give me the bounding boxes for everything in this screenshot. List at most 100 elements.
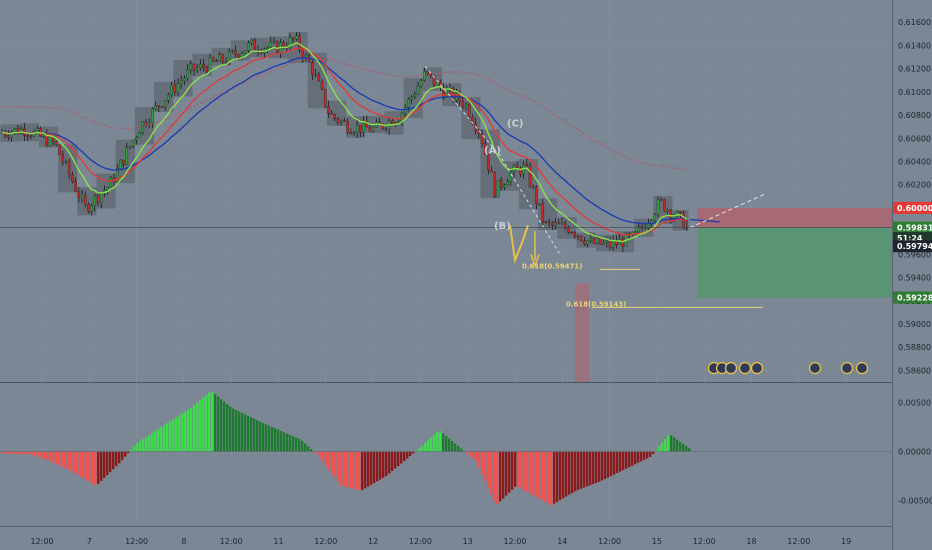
- osc-bar: [517, 451, 520, 487]
- time-axis[interactable]: 12:00 7 12:00 8 12:00 11 12:00 12 12:00 13 12:00 14…: [30, 537, 851, 546]
- osc-bar: [475, 451, 478, 462]
- osc-bar: [346, 451, 349, 488]
- candle-body: [202, 63, 205, 68]
- price-axis[interactable]: 0.61600 0.61400 0.61200 0.61000 0.60800 0.606…: [893, 18, 932, 375]
- osc-bar: [382, 451, 385, 478]
- candle-body: [131, 139, 135, 147]
- osc-bar: [394, 451, 397, 469]
- osc-bar: [280, 430, 283, 452]
- price-badge: [893, 240, 932, 253]
- candle-body: [55, 141, 58, 146]
- osc-bar: [109, 451, 112, 473]
- osc-bar: [631, 451, 634, 466]
- osc-bar: [316, 451, 319, 455]
- candle-body: [135, 137, 138, 141]
- osc-bar: [361, 451, 364, 491]
- osc-bar: [94, 451, 97, 486]
- candle-body: [669, 209, 673, 219]
- osc-bar: [13, 451, 16, 454]
- candle-body: [365, 120, 369, 128]
- osc-bar: [598, 451, 601, 482]
- candle-body: [515, 165, 519, 169]
- osc-bar: [166, 423, 169, 452]
- candle-body: [298, 35, 301, 50]
- osc-bar: [211, 391, 214, 452]
- osc-bar: [604, 451, 607, 479]
- osc-bar: [40, 451, 43, 458]
- candle-body: [579, 235, 583, 241]
- price-tick-label: 0.60400: [898, 158, 931, 167]
- candle-body: [221, 54, 225, 62]
- candle-body: [506, 181, 509, 186]
- price-badge-label: 0.59794: [897, 242, 932, 251]
- osc-tick-label: 0.00000: [898, 448, 931, 457]
- candle-body: [167, 94, 170, 101]
- candle-body: [426, 71, 429, 74]
- osc-bar: [580, 451, 583, 489]
- osc-bar: [97, 451, 100, 484]
- osc-bar: [673, 437, 676, 452]
- osc-bar: [403, 451, 406, 462]
- osc-bar: [157, 429, 160, 452]
- osc-bar: [196, 402, 199, 452]
- price-tick-label: 0.61000: [898, 88, 931, 97]
- ema-slow: [1, 57, 687, 225]
- candle-body: [464, 104, 468, 107]
- time-tick-label: 11: [273, 537, 283, 546]
- osc-bar: [79, 451, 82, 477]
- osc-bar: [115, 451, 118, 467]
- time-tick-label: 14: [557, 537, 567, 546]
- osc-bar: [601, 451, 604, 481]
- candle-body: [179, 80, 183, 84]
- time-tick-label: 12:00: [314, 537, 337, 546]
- osc-bar: [271, 427, 274, 452]
- osc-bar: [7, 451, 10, 454]
- candle-body: [83, 194, 87, 205]
- candle-body: [544, 221, 548, 223]
- osc-bar: [103, 451, 106, 478]
- osc-bar: [649, 451, 652, 457]
- osc-bar: [613, 451, 616, 475]
- osc-bar: [286, 433, 289, 452]
- candle-body: [528, 165, 532, 187]
- osc-bar: [535, 451, 538, 497]
- event-marker-icon: [855, 361, 869, 375]
- candle-body: [384, 128, 388, 130]
- candle-body: [106, 187, 109, 191]
- candle-body: [663, 199, 666, 212]
- osc-bar: [364, 451, 367, 489]
- candle-body: [71, 174, 74, 182]
- osc-bar: [91, 451, 94, 484]
- osc-bar: [187, 409, 190, 452]
- osc-bar: [247, 415, 250, 452]
- osc-bar: [319, 451, 322, 458]
- price-tick-label: 0.60600: [898, 134, 931, 143]
- osc-bar: [352, 451, 355, 489]
- osc-bar: [265, 424, 268, 452]
- candle-body: [323, 88, 327, 107]
- long-ma-dotted: [1, 57, 687, 172]
- event-markers[interactable]: [707, 361, 869, 375]
- osc-bar: [136, 443, 139, 452]
- candle-body: [211, 57, 215, 61]
- history-bar: [575, 283, 589, 382]
- candle-body: [154, 105, 157, 110]
- moving-averages: [0, 42, 892, 255]
- candle-body: [160, 106, 164, 108]
- candle-body: [234, 50, 237, 55]
- candle-body: [90, 205, 93, 212]
- position-tool[interactable]: [575, 207, 892, 382]
- osc-bar: [307, 446, 310, 452]
- osc-bar: [64, 451, 67, 469]
- osc-bar: [688, 448, 691, 452]
- osc-bar: [262, 423, 265, 452]
- osc-bar: [595, 451, 598, 483]
- osc-bar: [310, 449, 313, 452]
- candle-body: [519, 167, 522, 175]
- osc-bar: [277, 429, 280, 452]
- osc-bar: [607, 451, 610, 478]
- osc-bar: [229, 406, 232, 452]
- arrow-icon: [509, 225, 529, 264]
- osc-bar: [88, 451, 91, 482]
